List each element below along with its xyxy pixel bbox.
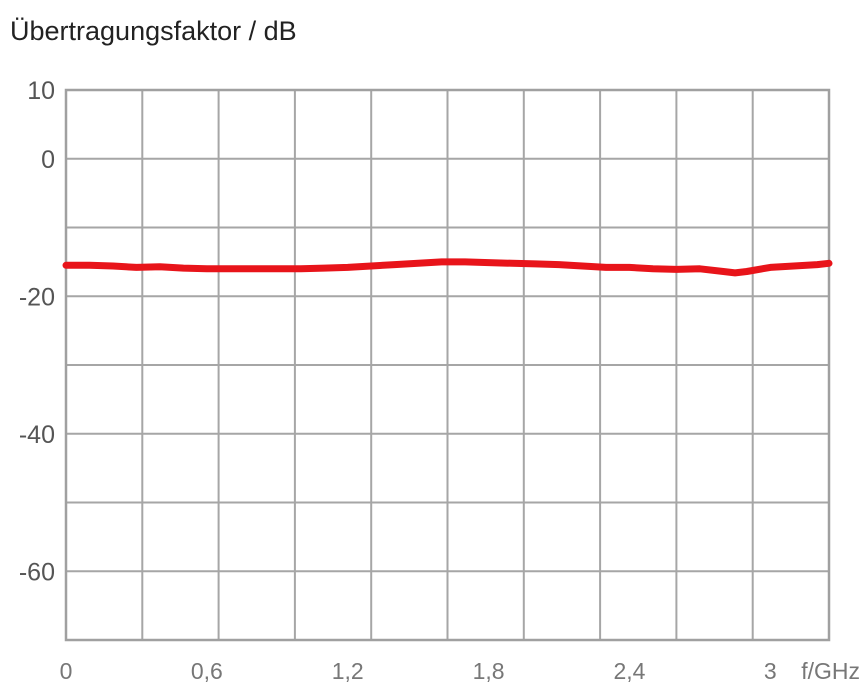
x-tick-label: 1,8 bbox=[473, 658, 505, 684]
y-tick-label: 0 bbox=[41, 146, 55, 174]
chart-title: Übertragungsfaktor / dB bbox=[10, 16, 297, 46]
x-tick-label: 2,4 bbox=[613, 658, 645, 684]
grid bbox=[66, 90, 829, 640]
y-tick-label: 10 bbox=[27, 77, 55, 105]
y-tick-label: -40 bbox=[19, 421, 55, 449]
x-tick-label: 0,6 bbox=[191, 658, 223, 684]
y-tick-label: -60 bbox=[19, 558, 55, 586]
series-line bbox=[62, 258, 833, 277]
series-layer bbox=[62, 258, 833, 277]
x-tick-label: 1,2 bbox=[332, 658, 364, 684]
x-tick-label: 3 bbox=[764, 658, 777, 684]
plot-frame bbox=[64, 88, 831, 642]
x-axis-label: f/GHz bbox=[801, 658, 860, 684]
x-tick-label: 0 bbox=[60, 658, 73, 684]
y-tick-label: -20 bbox=[19, 283, 55, 311]
y-axis-ticks: 10 0 -20 -40 -60 bbox=[19, 77, 55, 586]
x-axis-ticks: 0 0,6 1,2 1,8 2,4 3 bbox=[60, 658, 777, 684]
